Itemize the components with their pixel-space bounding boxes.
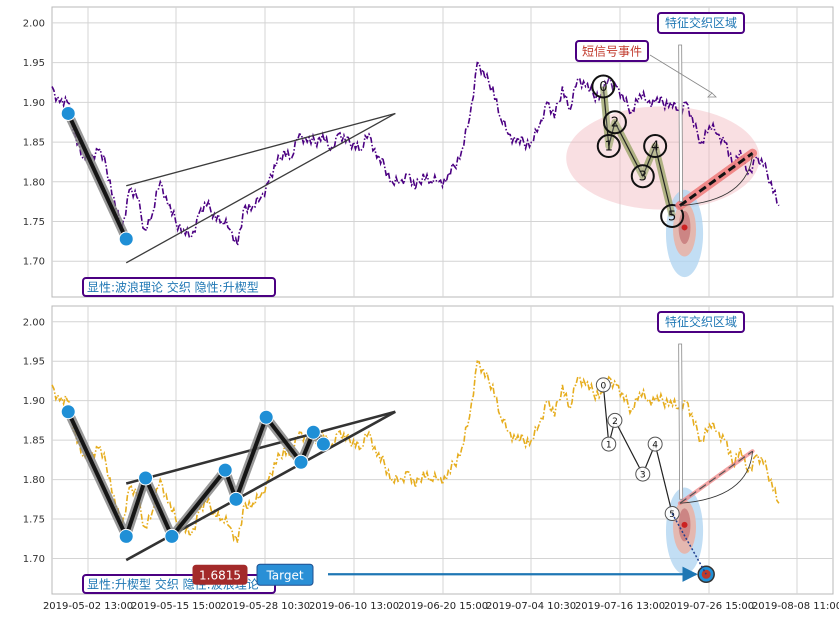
y-tick-label: 1.95 — [23, 58, 45, 69]
signal-center-dot — [681, 224, 688, 231]
zone-tag-box — [657, 12, 745, 34]
price-series-line — [51, 61, 780, 246]
x-tick-label: 2019-07-04 10:30 — [486, 601, 576, 612]
pattern-label-box — [82, 277, 276, 297]
zone-tag-text: 特征交织区域 — [665, 314, 737, 329]
x-tick-label: 2019-05-15 15:00 — [131, 601, 221, 612]
target-tag-box — [256, 563, 314, 586]
wave-label-circle — [596, 134, 621, 159]
y-tick-label: 1.85 — [23, 436, 45, 447]
projection-arc — [679, 451, 753, 504]
wedge-boundary-line — [126, 112, 396, 187]
y-tick-label: 1.80 — [23, 475, 45, 486]
wave-label-text: 4 — [652, 441, 658, 451]
pattern-vertex — [315, 436, 331, 452]
y-tick-label: 1.70 — [23, 554, 45, 565]
wave-label-text: 3 — [640, 471, 646, 481]
zone-tag-box — [657, 311, 745, 333]
x-tick-label: 2019-07-26 15:00 — [664, 601, 754, 612]
pattern-vertex — [293, 454, 309, 470]
panel-2: 1.701.751.801.851.901.952.00012345特征交织区域… — [23, 305, 834, 595]
price-tag-text: 1.6815 — [199, 568, 241, 582]
wave-label-circle — [647, 436, 663, 452]
wave-label-text: 0 — [599, 80, 607, 95]
y-tick-label: 1.75 — [23, 217, 45, 228]
y-tick-label: 2.00 — [23, 18, 45, 29]
wave-label-text: 1 — [605, 140, 613, 155]
wave-label-text: 1 — [606, 441, 612, 451]
pattern-vertex — [258, 409, 274, 425]
event-marker-arrow — [678, 44, 684, 203]
y-tick-label: 1.75 — [23, 515, 45, 526]
pattern-vertex — [164, 528, 180, 544]
x-tick-label: 2019-07-16 13:00 — [575, 601, 665, 612]
signal-pointer — [649, 54, 717, 98]
pattern-vertex — [305, 424, 321, 440]
projection-arc — [679, 153, 753, 207]
projection-line — [679, 151, 754, 207]
x-tick-label: 2019-05-02 13:00 — [43, 601, 133, 612]
price-series-line — [51, 360, 780, 543]
panel-1: 1.70 1.75 1.80 1.85 1.90 1.95 2.00 0 1 2 34 5 特征交织区域… — [23, 6, 834, 298]
wave-label-text: 0 — [600, 381, 606, 391]
pattern-vertex — [228, 491, 244, 507]
wave-label-circle — [660, 203, 685, 228]
x-tick-label: 2019-06-20 15:00 — [398, 601, 488, 612]
pattern-vertex — [118, 231, 134, 247]
wave-label-circle — [630, 164, 655, 189]
y-tick-label: 1.80 — [23, 177, 45, 188]
pattern-label-text: 显性:波浪理论 交织 隐性:升楔型 — [87, 280, 259, 295]
y-tick-label: 1.95 — [23, 357, 45, 368]
wave-path — [602, 384, 673, 514]
y-tick-label: 1.85 — [23, 138, 45, 149]
pattern-line — [66, 409, 326, 539]
y-tick-label: 2.00 — [23, 317, 45, 328]
wave-label-circle — [595, 377, 611, 393]
target-tag-text: Target — [265, 568, 303, 582]
wave-label-text: 5 — [668, 209, 676, 224]
wave-label-circle — [607, 412, 623, 428]
wave-label-text: 2 — [612, 417, 618, 427]
pattern-vertex — [60, 105, 76, 121]
projection-line — [679, 450, 753, 504]
signal-tag-text: 短信号事件 — [582, 45, 642, 59]
wave-label-circle — [635, 466, 651, 482]
wave-label-circle — [601, 436, 617, 452]
y-tick-label: 1.90 — [23, 98, 45, 109]
zone-tag-text: 特征交织区域 — [665, 15, 737, 30]
wave-label-text: 2 — [611, 116, 619, 131]
wave-label-text: 4 — [651, 140, 659, 155]
y-tick-label: 1.70 — [23, 257, 45, 268]
signal-tag-box — [575, 40, 649, 62]
wave-label-circle — [643, 134, 668, 159]
wave-label-circle — [602, 110, 627, 135]
price-tag-box — [192, 564, 248, 585]
x-tick-label: 2019-05-28 10:30 — [220, 601, 310, 612]
event-marker-arrow — [678, 343, 684, 500]
x-tick-label: 2019-06-10 13:00 — [309, 601, 399, 612]
pattern-vertex — [60, 404, 76, 420]
wedge-boundary-line — [125, 112, 396, 264]
pattern-vertex — [138, 470, 154, 486]
wave-label-circle — [591, 74, 616, 99]
signal-center-dot — [681, 521, 688, 528]
x-tick-label: 2019-08-08 11:00 — [752, 601, 839, 612]
pattern-vertex — [118, 528, 134, 544]
wave-label-text: 3 — [639, 170, 647, 185]
wedge-boundary-line — [125, 410, 396, 485]
pattern-line — [66, 111, 129, 241]
y-tick-label: 1.90 — [23, 396, 45, 407]
pattern-vertex — [217, 462, 233, 478]
